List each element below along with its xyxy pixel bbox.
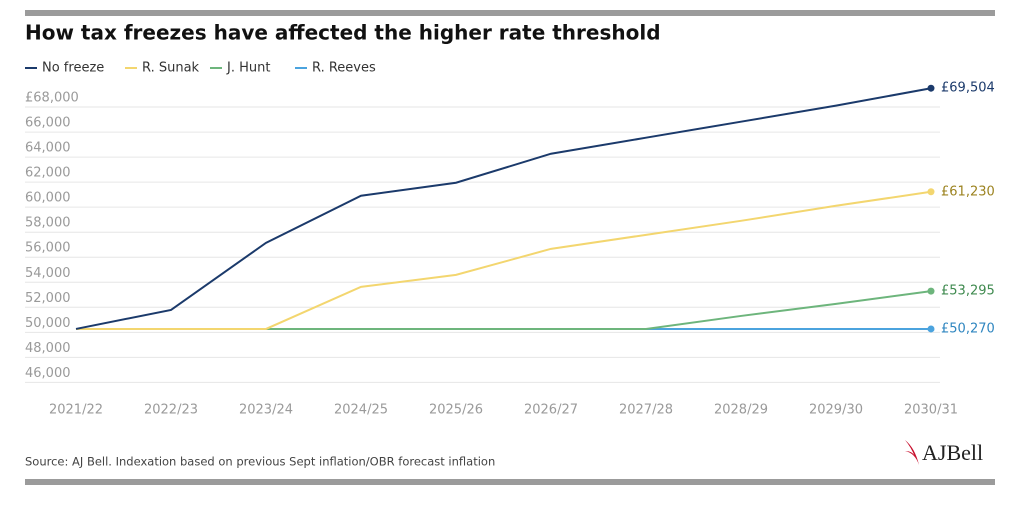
y-tick-label: 58,000 [25, 216, 71, 231]
x-tick-label: 2021/22 [49, 403, 103, 418]
value-label: £61,230 [941, 184, 995, 199]
x-tick-label: 2026/27 [524, 403, 578, 418]
y-tick-label: 62,000 [25, 166, 71, 181]
logo: AJBell [922, 440, 983, 465]
chart-title: How tax freezes have affected the higher… [25, 21, 661, 45]
y-tick-label: 64,000 [25, 141, 71, 156]
value-label: £53,295 [941, 284, 995, 299]
series-line [75, 87, 932, 330]
x-tick-label: 2024/25 [334, 403, 388, 418]
bottom-bar [25, 479, 995, 485]
legend-label: J. Hunt [226, 61, 270, 76]
x-tick-label: 2030/31 [904, 403, 958, 418]
y-tick-label: 46,000 [25, 366, 71, 381]
x-tick-label: 2022/23 [144, 403, 198, 418]
end-point [927, 84, 935, 92]
x-tick-label: 2025/26 [429, 403, 483, 418]
x-tick-label: 2023/24 [239, 403, 293, 418]
value-label: £69,504 [941, 81, 995, 96]
source: Source: AJ Bell. Indexation based on pre… [25, 455, 495, 469]
end-point [927, 325, 935, 333]
x-tick-label: 2028/29 [714, 403, 768, 418]
y-tick-label: 50,000 [25, 316, 71, 331]
value-label: £50,270 [941, 321, 995, 336]
x-tick-label: 2027/28 [619, 403, 673, 418]
y-tick-label: 54,000 [25, 266, 71, 281]
x-tick-label: 2029/30 [809, 403, 863, 418]
y-tick-label: 56,000 [25, 241, 71, 256]
y-tick-label: 52,000 [25, 291, 71, 306]
top-bar [25, 10, 995, 16]
y-tick-label: £68,000 [25, 91, 79, 106]
y-tick-label: 60,000 [25, 191, 71, 206]
series-line [76, 290, 932, 330]
y-tick-label: 66,000 [25, 116, 71, 131]
logo-mark [905, 440, 919, 465]
end-point [927, 188, 935, 196]
y-tick-label: 48,000 [25, 341, 71, 356]
end-point [927, 287, 935, 295]
legend-label: No freeze [42, 61, 104, 76]
legend-label: R. Sunak [142, 61, 200, 76]
series-line [76, 190, 932, 330]
legend-label: R. Reeves [312, 61, 376, 76]
